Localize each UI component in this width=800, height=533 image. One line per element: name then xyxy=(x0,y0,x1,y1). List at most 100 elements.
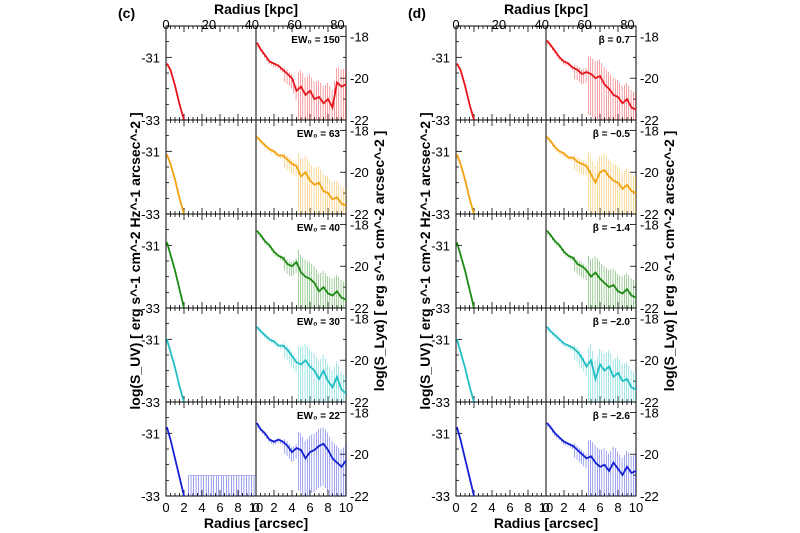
x-bottom-tick-label: 6 xyxy=(596,500,603,515)
y-left-tick-label: -33 xyxy=(141,301,160,316)
x-bottom-tick-label: 10 xyxy=(539,500,553,515)
y-right-tick-label: -22 xyxy=(350,395,369,410)
uv-profile-line xyxy=(166,339,185,402)
row-2: -31 -33 -18 -20 -22 EW₀ = 40 xyxy=(141,213,369,316)
row-label: β = −0.5 xyxy=(593,129,631,140)
uv-profile-line xyxy=(456,154,475,214)
x-bottom-tick-label: 8 xyxy=(324,500,331,515)
y-right-tick-label: -20 xyxy=(640,71,659,86)
x-bottom-tick-label: 4 xyxy=(488,500,495,515)
x-bottom-tick-label: 10 xyxy=(249,500,263,515)
row-label: EW₀ = 30 xyxy=(297,317,341,328)
row-label: β = −1.4 xyxy=(593,223,631,234)
y-left-tick-label: -33 xyxy=(431,489,450,504)
uv-profile-line xyxy=(166,63,185,120)
y-left-tick-label: -33 xyxy=(141,395,160,410)
lya-clip-group xyxy=(256,422,346,496)
panel-label: (c) xyxy=(118,5,135,21)
x-bottom-tick-label: 2 xyxy=(180,500,187,515)
x-bottom-tick-label: 8 xyxy=(234,500,241,515)
y-left-tick-label: -31 xyxy=(141,238,160,253)
x-top-tick-label: 20 xyxy=(202,17,216,32)
lya-clip-group xyxy=(256,326,346,402)
x-bottom-tick-label: 4 xyxy=(288,500,295,515)
row-2: -31 -33 -18 -20 -22 β = −1.4 xyxy=(431,213,659,316)
y-left-tick-label: -31 xyxy=(141,426,160,441)
y-left-tick-label: -31 xyxy=(431,332,450,347)
lya-profile-line xyxy=(256,136,346,207)
x-top-tick-label: 80 xyxy=(330,17,344,32)
x-top-tick-label: 40 xyxy=(244,17,258,32)
row-0: -31 -33 -18 -20 -22 EW₀ = 150 xyxy=(141,25,369,128)
x-bottom-tick-label: 6 xyxy=(506,500,513,515)
y-right-tick-label: -18 xyxy=(350,405,369,420)
uv-frame xyxy=(455,401,547,497)
y-right-tick-label: -22 xyxy=(350,489,369,504)
x-top-tick-label: 0 xyxy=(452,17,459,32)
uv-profile-line xyxy=(456,339,475,402)
x-bottom-tick-label: 8 xyxy=(614,500,621,515)
x-top-axis-label: Radius [kpc] xyxy=(504,1,588,17)
y-left-axis-label: log(S_UV) [ erg s^-1 cm^-2 Hz^-1 arcsec^… xyxy=(417,112,433,409)
x-bottom-tick-label: 8 xyxy=(524,500,531,515)
y-right-tick-label: -18 xyxy=(640,217,659,232)
y-right-tick-label: -20 xyxy=(640,353,659,368)
y-right-tick-label: -20 xyxy=(640,447,659,462)
x-top-tick-label: 60 xyxy=(287,17,301,32)
row-3: -31 -33 -18 -20 -22 β = −2.0 xyxy=(431,307,659,410)
y-right-tick-label: -18 xyxy=(350,311,369,326)
x-top-tick-label: 80 xyxy=(620,17,634,32)
panel-label: (d) xyxy=(408,5,426,21)
x-top-tick-label: 60 xyxy=(577,17,591,32)
x-bottom-tick-label: 0 xyxy=(162,500,169,515)
y-right-axis-label: log(S_Lyα) [ erg s^-1 cm^-2 arcsec^-2 ] xyxy=(661,131,677,392)
lya-clip-group xyxy=(546,230,636,308)
x-bottom-tick-label: 0 xyxy=(452,500,459,515)
lya-clip-group xyxy=(546,422,636,496)
row-label: β = −2.6 xyxy=(593,411,631,422)
x-bottom-tick-label: 6 xyxy=(306,500,313,515)
x-bottom-tick-label: 4 xyxy=(198,500,205,515)
y-right-tick-label: -22 xyxy=(640,301,659,316)
y-right-tick-label: -22 xyxy=(640,395,659,410)
x-bottom-tick-label: 10 xyxy=(339,500,353,515)
y-right-tick-label: -22 xyxy=(350,301,369,316)
row-label: β = −2.0 xyxy=(593,317,631,328)
y-left-tick-label: -33 xyxy=(141,207,160,222)
panel-d: (d) Radius [kpc]0 20 40 60 80-31-33-18-20-22β… xyxy=(408,1,677,531)
row-label: EW₀ = 150 xyxy=(291,35,340,46)
y-right-tick-label: -18 xyxy=(350,29,369,44)
row-1: -31 -33 -18 -20 -22 EW₀ = 63 xyxy=(141,119,369,222)
y-right-tick-label: -20 xyxy=(350,353,369,368)
row-label: EW₀ = 22 xyxy=(297,411,341,422)
x-top-axis-label: Radius [kpc] xyxy=(214,1,298,17)
x-bottom-tick-label: 6 xyxy=(216,500,223,515)
x-bottom-tick-label: 10 xyxy=(629,500,643,515)
row-label: β = 0.7 xyxy=(599,35,631,46)
y-right-tick-label: -20 xyxy=(350,259,369,274)
y-right-tick-label: -22 xyxy=(640,207,659,222)
row-4: -31 -33 -18 -20 -22 β = −2.6 xyxy=(431,401,659,504)
y-right-tick-label: -20 xyxy=(350,165,369,180)
lya-clip-group xyxy=(546,40,636,120)
lya-profile-line xyxy=(256,230,346,301)
uv-profile-line xyxy=(166,241,185,308)
x-bottom-tick-label: 0 xyxy=(542,500,549,515)
uv-frame xyxy=(165,213,257,309)
y-left-tick-label: -31 xyxy=(431,50,450,65)
x-bottom-tick-label: 0 xyxy=(252,500,259,515)
y-right-tick-label: -18 xyxy=(350,217,369,232)
y-left-tick-label: -33 xyxy=(431,207,450,222)
y-right-tick-label: -22 xyxy=(350,207,369,222)
row-4: -31 -33 -18 -20 -22 EW₀ = 22 xyxy=(141,401,369,504)
lya-clip-group xyxy=(256,136,346,214)
y-right-tick-label: -22 xyxy=(350,113,369,128)
y-left-tick-label: -33 xyxy=(431,113,450,128)
uv-profile-line xyxy=(166,154,185,214)
y-left-tick-label: -31 xyxy=(141,144,160,159)
x-bottom-axis-label: Radius [arcsec] xyxy=(204,515,308,531)
row-0: -31 -33 -18 -20 -22 β = 0.7 xyxy=(431,25,659,128)
uv-profile-line xyxy=(456,63,475,120)
y-right-tick-label: -18 xyxy=(640,123,659,138)
y-right-tick-label: -22 xyxy=(640,113,659,128)
